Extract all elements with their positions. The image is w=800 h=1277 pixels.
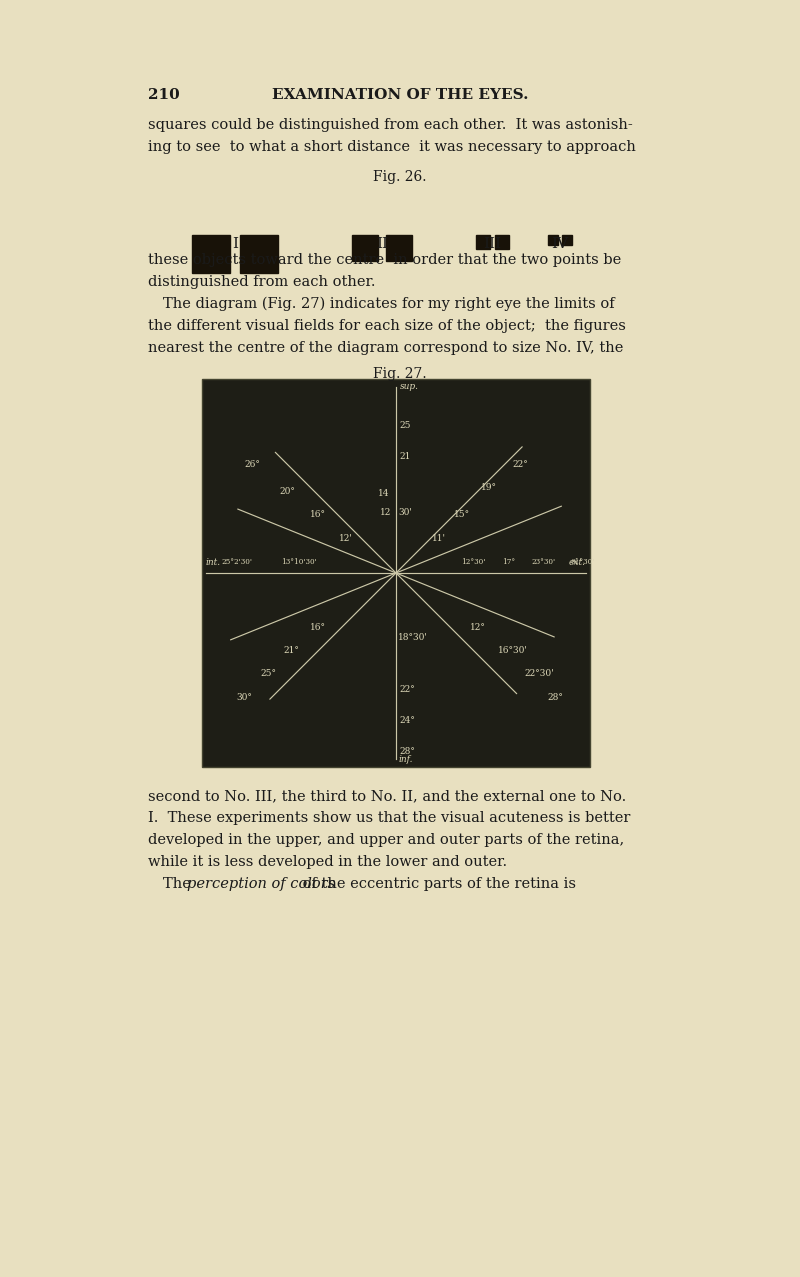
Bar [495,235,509,249]
Bar [352,235,378,261]
Text: 19°: 19° [481,483,497,492]
Bar [240,235,278,273]
Text: II: II [376,238,388,252]
Text: 18°30': 18°30' [398,632,428,641]
Text: the different visual fields for each size of the object;  the figures: the different visual fields for each siz… [148,319,626,333]
Text: 22°30': 22°30' [525,669,554,678]
Text: inf.: inf. [399,756,414,765]
Text: 16°30': 16°30' [498,646,527,655]
Text: EXAMINATION OF THE EYES.: EXAMINATION OF THE EYES. [272,88,528,102]
Text: ing to see  to what a short distance  it was necessary to approach: ing to see to what a short distance it w… [148,140,636,155]
Text: sup.: sup. [400,382,419,391]
Text: 61°30': 61°30' [570,558,594,566]
Bar [192,235,230,273]
Text: 20°: 20° [279,487,295,495]
Text: The diagram (Fig. 27) indicates for my right eye the limits of: The diagram (Fig. 27) indicates for my r… [163,298,614,312]
Text: 28°: 28° [547,692,563,701]
Bar [476,235,490,249]
Text: 11': 11' [432,534,446,543]
Text: distinguished from each other.: distinguished from each other. [148,275,375,289]
Text: 30°: 30° [237,692,253,701]
Text: I: I [232,238,238,252]
Text: 23°30': 23°30' [531,558,555,566]
Text: IV: IV [551,238,569,252]
Text: 26°: 26° [245,460,260,469]
Text: 16°: 16° [310,623,326,632]
Text: nearest the centre of the diagram correspond to size No. IV, the: nearest the centre of the diagram corres… [148,341,623,355]
Text: 24°: 24° [399,716,415,725]
Text: developed in the upper, and upper and outer parts of the retina,: developed in the upper, and upper and ou… [148,833,624,847]
Text: 12: 12 [380,508,391,517]
Text: 30': 30' [398,508,412,517]
Text: 21: 21 [399,452,410,461]
Text: 28°: 28° [399,747,415,756]
Text: 25: 25 [399,421,410,430]
Text: perception of colors: perception of colors [187,877,335,891]
Bar [562,235,572,245]
Text: 25°: 25° [260,669,276,678]
Text: Fig. 27.: Fig. 27. [373,366,427,381]
Text: 15°: 15° [454,511,470,520]
Text: The: The [163,877,195,891]
Text: 14: 14 [378,489,389,498]
Text: these objects toward the centre  in order that the two points be: these objects toward the centre in order… [148,253,622,267]
Text: I.  These experiments show us that the visual acuteness is better: I. These experiments show us that the vi… [148,811,630,825]
Text: squares could be distinguished from each other.  It was astonish-: squares could be distinguished from each… [148,117,633,132]
Text: second to No. III, the third to No. II, and the external one to No.: second to No. III, the third to No. II, … [148,789,626,803]
Text: while it is less developed in the lower and outer.: while it is less developed in the lower … [148,856,507,870]
Text: 13°10'30': 13°10'30' [281,558,317,566]
Bar [202,379,590,767]
Text: 12°30': 12°30' [462,558,486,566]
Text: III: III [483,238,501,252]
Text: 21°: 21° [283,646,299,655]
Text: 12°: 12° [470,623,486,632]
Bar [386,235,412,261]
Text: 16°: 16° [310,511,326,520]
Text: 25°2'30': 25°2'30' [222,558,253,566]
Text: 210: 210 [148,88,180,102]
Text: 17°: 17° [502,558,515,566]
Text: 12': 12' [338,534,353,543]
Text: 22°: 22° [399,684,414,693]
Text: ext.: ext. [569,558,586,567]
Text: int.: int. [206,558,221,567]
Bar [548,235,558,245]
Text: Fig. 26.: Fig. 26. [374,170,426,184]
Text: of the eccentric parts of the retina is: of the eccentric parts of the retina is [298,877,576,891]
Text: 22°: 22° [512,460,528,469]
